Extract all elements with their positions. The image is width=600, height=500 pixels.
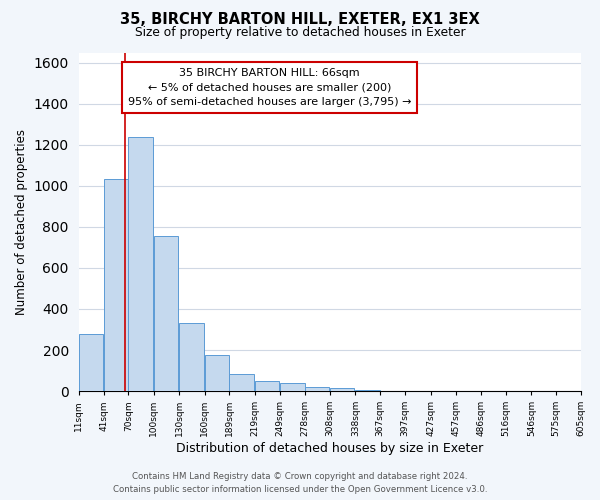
Text: 35, BIRCHY BARTON HILL, EXETER, EX1 3EX: 35, BIRCHY BARTON HILL, EXETER, EX1 3EX (120, 12, 480, 28)
Bar (305, 387, 329, 391)
Text: Contains HM Land Registry data © Crown copyright and database right 2024.
Contai: Contains HM Land Registry data © Crown c… (113, 472, 487, 494)
Bar (104, 178, 128, 391)
Bar (254, 381, 279, 391)
Bar (280, 383, 305, 391)
Bar (355, 390, 380, 391)
X-axis label: Distribution of detached houses by size in Exeter: Distribution of detached houses by size … (176, 442, 483, 455)
Bar (128, 136, 153, 391)
Bar (330, 388, 355, 391)
Y-axis label: Number of detached properties: Number of detached properties (15, 129, 28, 315)
Bar (154, 236, 178, 391)
Bar (79, 334, 103, 391)
Text: Size of property relative to detached houses in Exeter: Size of property relative to detached ho… (134, 26, 466, 39)
Bar (205, 355, 229, 391)
Bar (229, 374, 254, 391)
Text: 35 BIRCHY BARTON HILL: 66sqm
← 5% of detached houses are smaller (200)
95% of se: 35 BIRCHY BARTON HILL: 66sqm ← 5% of det… (128, 68, 411, 108)
Bar (179, 324, 204, 391)
